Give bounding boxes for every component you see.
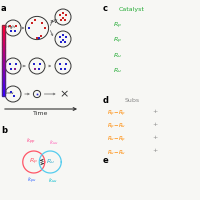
Text: Low: Low: [6, 91, 14, 95]
Bar: [2, 89, 5, 90]
Bar: [2, 40, 5, 42]
Text: e: e: [103, 156, 109, 165]
Text: $R_u$: $R_u$: [46, 158, 55, 166]
Text: Time: Time: [33, 111, 49, 116]
Bar: [2, 50, 5, 51]
Text: $R_p$: $R_p$: [29, 157, 38, 167]
Bar: [2, 72, 5, 74]
Bar: [2, 39, 5, 40]
Text: b: b: [1, 126, 7, 135]
Bar: [2, 82, 5, 83]
Bar: [2, 45, 5, 46]
Text: $R_u$: $R_u$: [113, 51, 122, 60]
Text: $R_p$$-$$R_p$: $R_p$$-$$R_p$: [107, 109, 126, 119]
Text: $k_{uu}$: $k_{uu}$: [49, 138, 58, 147]
Text: a: a: [1, 4, 7, 13]
Text: c: c: [103, 4, 108, 13]
Text: $\times$: $\times$: [59, 89, 68, 99]
Text: $R_p$$-$$R_u$: $R_p$$-$$R_u$: [107, 122, 126, 132]
Bar: [2, 53, 5, 55]
Bar: [2, 69, 5, 70]
Bar: [2, 46, 5, 47]
Bar: [2, 83, 5, 84]
Text: $R_u$: $R_u$: [113, 66, 122, 75]
Text: High: High: [6, 25, 16, 29]
Bar: [2, 81, 5, 82]
Bar: [2, 63, 5, 64]
Bar: [2, 49, 5, 50]
Bar: [2, 29, 5, 30]
Bar: [2, 74, 5, 75]
Text: $R_u$$-$$R_u$: $R_u$$-$$R_u$: [107, 148, 126, 157]
Bar: [2, 58, 5, 59]
Bar: [2, 77, 5, 78]
Bar: [2, 52, 5, 53]
Text: +: +: [152, 109, 157, 114]
Text: $k_{uu}$: $k_{uu}$: [48, 176, 57, 185]
Bar: [2, 68, 5, 69]
Bar: [2, 36, 5, 37]
Bar: [2, 71, 5, 72]
Bar: [2, 25, 5, 96]
Bar: [2, 75, 5, 76]
Bar: [2, 85, 5, 87]
Bar: [2, 66, 5, 68]
Bar: [2, 43, 5, 44]
Text: $R_p$: $R_p$: [113, 21, 122, 31]
Bar: [2, 78, 5, 79]
Text: Subs: Subs: [125, 98, 140, 103]
Bar: [2, 55, 5, 56]
Bar: [2, 31, 5, 32]
Bar: [2, 59, 5, 60]
Bar: [2, 65, 5, 66]
Text: Catalyst: Catalyst: [119, 7, 145, 12]
Bar: [2, 88, 5, 89]
Bar: [2, 33, 5, 34]
Bar: [2, 76, 5, 77]
Bar: [2, 84, 5, 85]
Bar: [2, 37, 5, 38]
Text: >V: >V: [50, 19, 58, 24]
Text: $R_p$: $R_p$: [113, 36, 122, 46]
Bar: [2, 26, 5, 27]
Text: $k_{pu}$: $k_{pu}$: [27, 176, 36, 186]
Text: $R_u$$-$$R_p$: $R_u$$-$$R_p$: [107, 135, 126, 145]
Bar: [2, 44, 5, 45]
Bar: [2, 34, 5, 36]
Bar: [2, 42, 5, 43]
Bar: [2, 51, 5, 52]
Bar: [2, 47, 5, 49]
Bar: [2, 70, 5, 71]
Text: +: +: [152, 135, 157, 140]
Bar: [2, 56, 5, 57]
Bar: [2, 62, 5, 63]
Bar: [2, 91, 5, 92]
Bar: [2, 27, 5, 29]
Bar: [2, 90, 5, 91]
Text: d: d: [103, 96, 109, 105]
Bar: [2, 92, 5, 94]
Bar: [2, 25, 5, 26]
Bar: [2, 60, 5, 62]
Bar: [2, 95, 5, 96]
Bar: [2, 57, 5, 58]
Bar: [2, 38, 5, 39]
Bar: [2, 79, 5, 81]
Bar: [2, 64, 5, 65]
Bar: [2, 32, 5, 33]
Text: +: +: [152, 122, 157, 127]
Text: $k_{xy}$: $k_{xy}$: [0, 56, 1, 65]
Text: +: +: [152, 148, 157, 153]
Text: $k_{pp}$: $k_{pp}$: [26, 137, 35, 147]
Bar: [2, 94, 5, 95]
Bar: [2, 87, 5, 88]
Bar: [2, 30, 5, 31]
